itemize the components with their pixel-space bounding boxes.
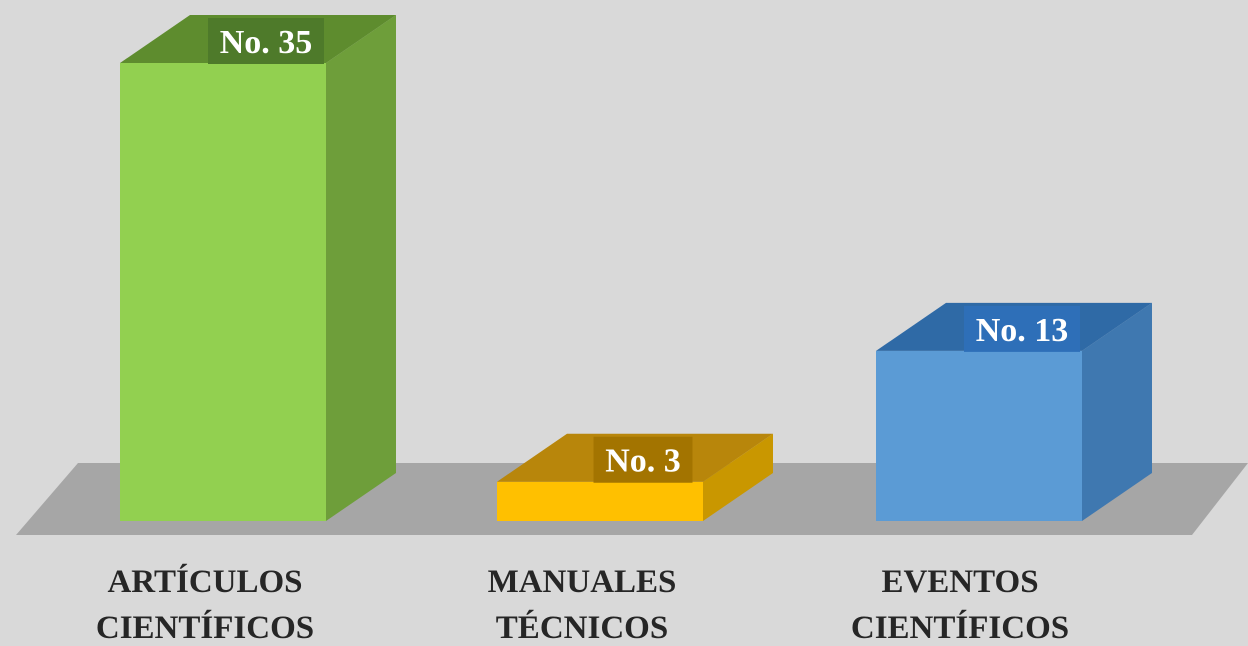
- bar-1: No. 35: [120, 15, 396, 521]
- bar-3: No. 13: [876, 302, 1152, 521]
- data-label-box: [964, 305, 1080, 352]
- category-label-line: ARTÍCULOS: [107, 563, 302, 600]
- bar-side: [326, 15, 396, 521]
- category-label: ARTÍCULOS CIENTÍFICOS: [96, 563, 314, 646]
- data-label: No. 3: [605, 443, 681, 480]
- bar-front: [876, 350, 1082, 521]
- bars-group: No. 35 No. 3 No. 13: [120, 15, 1152, 521]
- category-labels-group: ARTÍCULOS CIENTÍFICOS MANUALES TÉCNICOS EVEN…: [96, 563, 1069, 646]
- category-label-line: CIENTÍFICOS: [851, 609, 1069, 646]
- bar-front: [497, 481, 703, 521]
- category-label: EVENTOS CIENTÍFICOS: [851, 564, 1069, 646]
- bar-front: [120, 63, 326, 521]
- bar-side: [703, 433, 773, 521]
- bar-side: [1082, 302, 1152, 521]
- data-label-box: [208, 18, 324, 64]
- category-label: MANUALES TÉCNICOS: [488, 564, 677, 646]
- category-label-line: TÉCNICOS: [496, 609, 668, 646]
- bar-2: No. 3: [497, 433, 773, 521]
- category-label-line: CIENTÍFICOS: [96, 609, 314, 646]
- category-label-line: MANUALES: [488, 564, 677, 600]
- data-label: No. 35: [220, 24, 313, 61]
- data-label: No. 13: [976, 312, 1069, 349]
- data-label-box: [593, 436, 693, 483]
- category-label-line: EVENTOS: [881, 564, 1038, 600]
